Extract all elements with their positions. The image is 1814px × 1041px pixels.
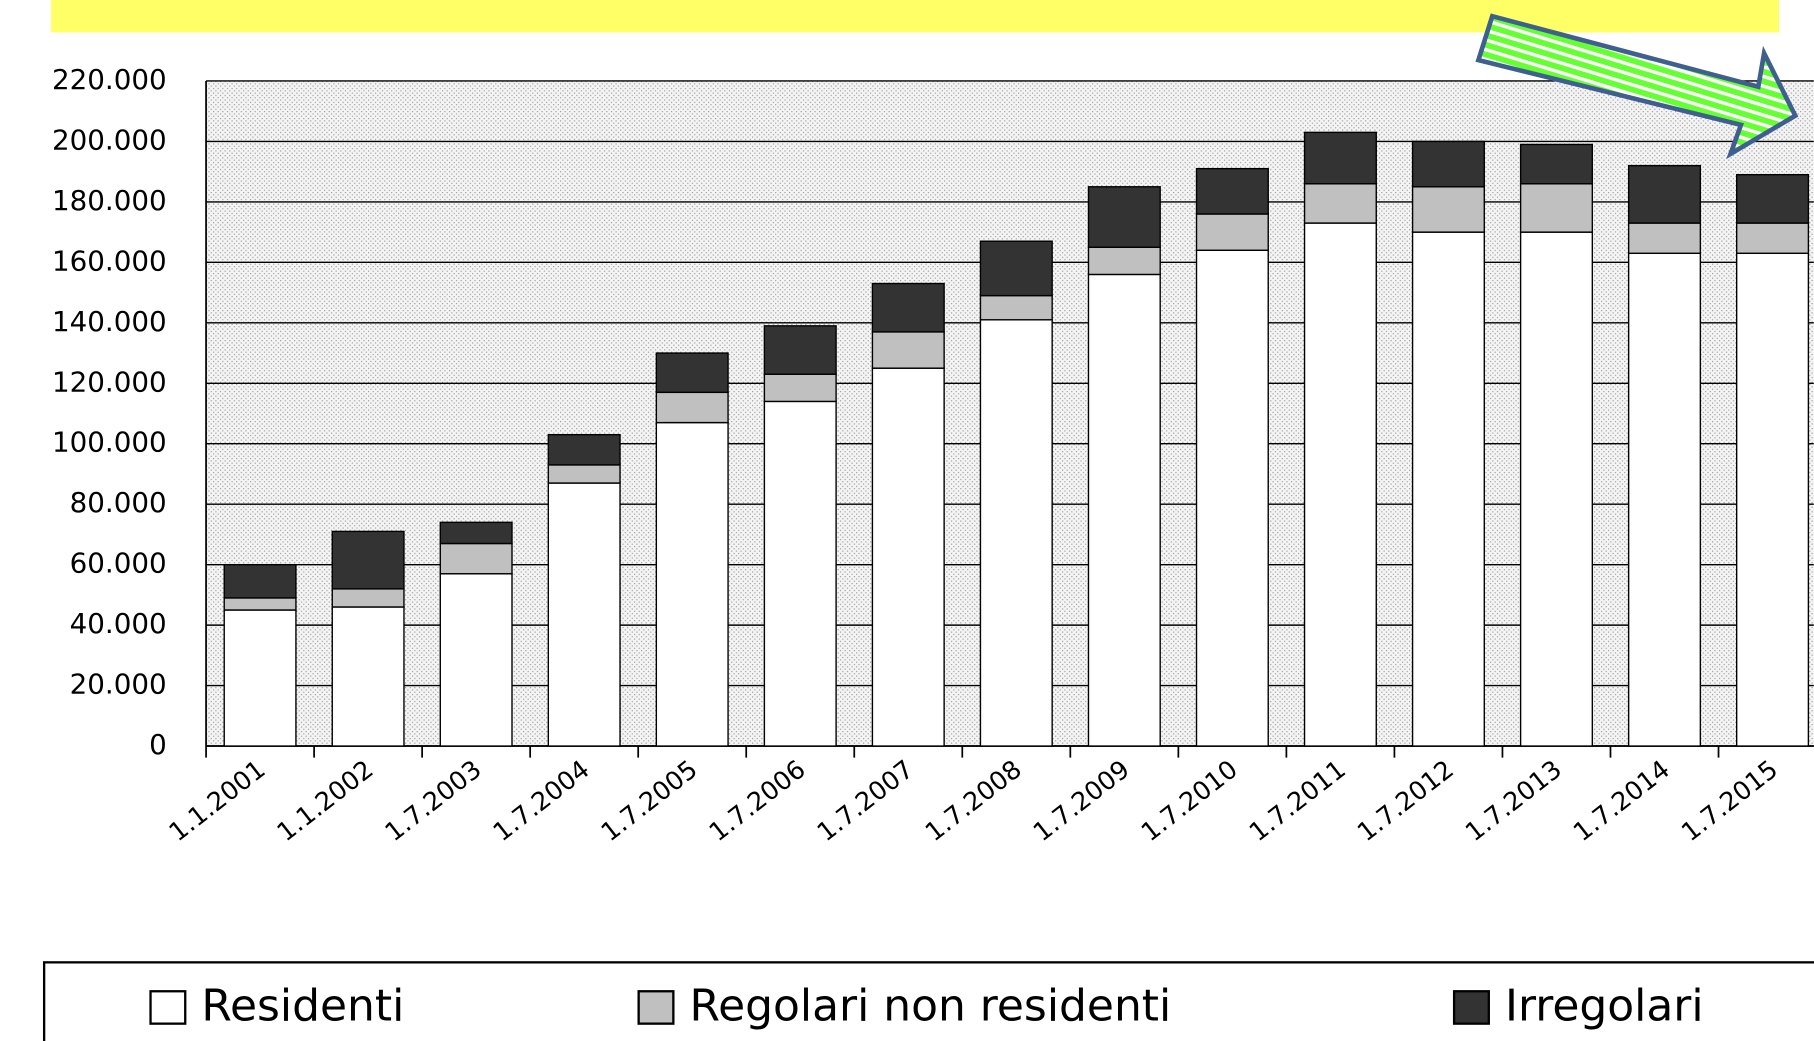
x-tick-label: 1.7.2009	[1027, 754, 1135, 847]
x-tick-label: 1.7.2006	[703, 754, 811, 847]
y-tick-label: 140.000	[52, 305, 167, 338]
legend-label: Irregolari	[1505, 981, 1704, 1032]
bar-segment	[1087, 246, 1161, 276]
bar-segment	[979, 240, 1053, 297]
x-tick-label: 1.7.2010	[1135, 754, 1243, 847]
bar-segment	[979, 294, 1053, 321]
bar-segment	[655, 421, 729, 747]
legend-swatch	[149, 990, 187, 1025]
bar-segment	[547, 464, 621, 484]
bar-segment	[1519, 231, 1594, 747]
bar-segment	[331, 530, 405, 590]
y-tick-label: 120.000	[52, 365, 167, 398]
y-tick-label: 80.000	[70, 486, 167, 519]
bar-segment	[979, 319, 1053, 747]
bar-segment	[763, 400, 837, 747]
bar-segment	[331, 588, 405, 608]
legend-box	[42, 961, 1814, 1041]
y-tick-label: 180.000	[52, 184, 167, 217]
legend-label: Residenti	[201, 981, 404, 1032]
y-tick-label: 40.000	[70, 607, 167, 640]
legend-swatch	[637, 990, 675, 1025]
x-tick-label: 1.1.2001	[163, 754, 271, 847]
bar-segment	[1519, 183, 1594, 233]
bar-segment	[1087, 273, 1161, 747]
y-tick-label: 220.000	[52, 63, 167, 96]
bar-segment	[655, 352, 729, 394]
bar-segment	[439, 521, 513, 545]
bar-segment	[547, 433, 621, 466]
x-tick-label: 1.7.2012	[1351, 754, 1459, 847]
y-tick-label: 0	[149, 728, 167, 761]
x-tick-label: 1.7.2008	[919, 754, 1027, 847]
arrow	[1475, 13, 1799, 160]
bar-segment	[1195, 249, 1269, 747]
legend-label: Regolari non residenti	[690, 981, 1172, 1032]
x-tick-label: 1.7.2007	[811, 754, 919, 847]
bar-segment	[1195, 213, 1269, 251]
x-tick-label: 1.7.2003	[379, 754, 487, 847]
bar-segment	[655, 391, 729, 424]
bar-segment	[1735, 222, 1810, 254]
bar-segment	[1087, 186, 1161, 248]
bar-segment	[1519, 143, 1594, 185]
bar-segment	[1735, 173, 1810, 224]
bar-segment	[1303, 131, 1377, 185]
y-tick-label: 100.000	[52, 426, 167, 459]
bar-segment	[763, 325, 837, 375]
bar-segment	[331, 606, 405, 747]
bar-segment	[1411, 186, 1485, 233]
bar-segment	[223, 609, 297, 747]
x-tick-label: 1.7.2015	[1675, 754, 1783, 847]
x-tick-label: 1.7.2013	[1459, 754, 1567, 847]
bar-segment	[1627, 252, 1702, 747]
bar-segment	[1411, 231, 1485, 747]
x-tick-label: 1.7.2014	[1567, 754, 1675, 847]
bar-segment	[1195, 167, 1269, 215]
bar-segment	[1627, 164, 1702, 224]
y-tick-label: 200.000	[52, 123, 167, 156]
bar-segment	[223, 563, 297, 599]
bar-segment	[1411, 140, 1485, 188]
x-tick-label: 1.7.2011	[1243, 754, 1351, 847]
bar-segment	[1735, 252, 1810, 747]
x-tick-label: 1.7.2005	[595, 754, 703, 847]
x-tick-label: 1.7.2004	[487, 754, 595, 847]
bar-segment	[763, 373, 837, 403]
bar-segment	[1627, 222, 1702, 254]
bar-segment	[439, 542, 513, 575]
bar-segment	[1303, 222, 1377, 747]
y-tick-label: 20.000	[70, 668, 167, 701]
x-tick-label: 1.1.2002	[271, 754, 379, 847]
bar-segment	[1303, 183, 1377, 224]
bar-segment	[439, 573, 513, 747]
bar-segment	[223, 597, 297, 611]
y-tick-label: 60.000	[70, 547, 167, 580]
bar-segment	[871, 331, 945, 369]
y-tick-label: 160.000	[52, 244, 167, 277]
bar-segment	[547, 482, 621, 747]
bar-segment	[871, 367, 945, 747]
legend-swatch	[1452, 990, 1490, 1025]
bar-segment	[871, 282, 945, 333]
